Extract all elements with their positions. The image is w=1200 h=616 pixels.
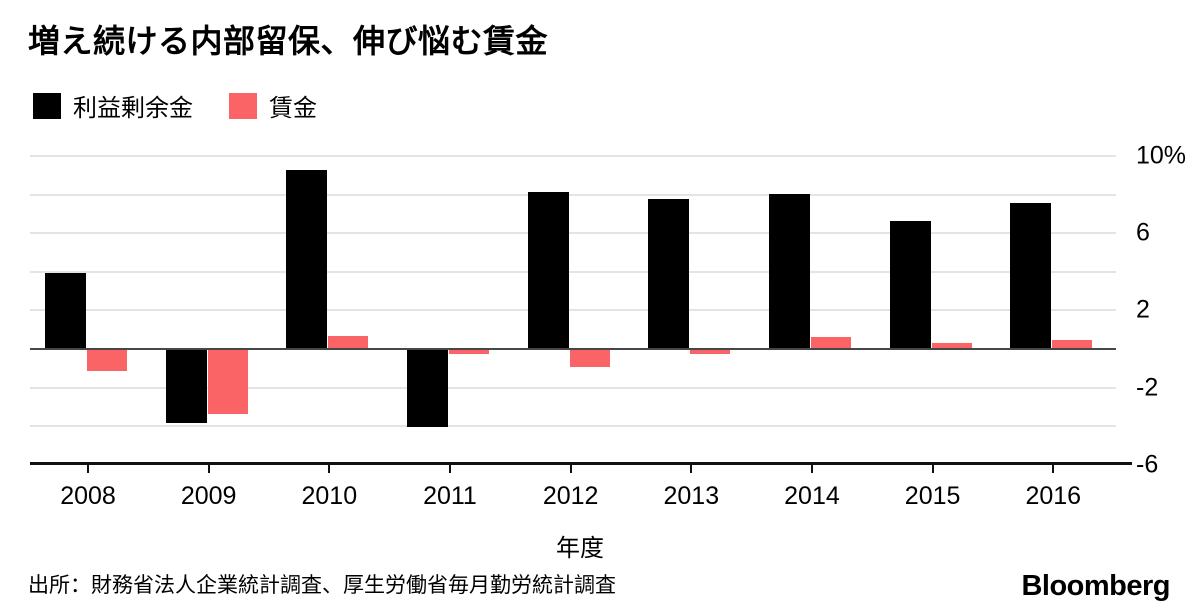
bar-wages (207, 350, 248, 414)
y-tick-label: 6 (1136, 218, 1150, 247)
legend: 利益剰余金 賃金 (33, 88, 317, 123)
axis-tick (1052, 462, 1055, 473)
legend-item-wages: 賃金 (229, 88, 317, 123)
source-note: 出所：財務省法人企業統計調査、厚生労働省毎月勤労統計調査 (28, 574, 616, 597)
gridline (30, 309, 1116, 312)
bar-retained-earnings (406, 350, 448, 428)
bar-retained-earnings (889, 220, 931, 348)
axis-tick (931, 462, 934, 473)
bar-retained-earnings (45, 272, 86, 348)
gridline (30, 232, 1116, 235)
retained-earnings-swatch-icon (33, 92, 61, 119)
bar-retained-earnings (286, 170, 328, 348)
x-tick-label: 2011 (423, 482, 477, 510)
bar-retained-earnings (165, 350, 207, 424)
bloomberg-logo: Bloomberg (1021, 570, 1170, 602)
x-axis-line (30, 462, 1132, 465)
axis-tick (87, 462, 89, 473)
y-tick-label: 2 (1136, 295, 1150, 324)
wages-swatch-icon (229, 92, 257, 119)
bar-wages (690, 350, 731, 354)
x-tick-label: 2013 (663, 482, 720, 510)
x-tick-label: 2014 (784, 482, 840, 510)
gridline (30, 155, 1116, 157)
x-tick-label: 2012 (542, 482, 599, 510)
x-tick-label: 2015 (904, 482, 961, 510)
axis-tick (207, 462, 210, 473)
bar-retained-earnings (527, 191, 569, 348)
bar-wages (87, 350, 127, 372)
y-tick-label: -6 (1136, 450, 1159, 479)
gridline (30, 425, 1116, 428)
gridline (30, 270, 1116, 273)
legend-label: 利益剰余金 (73, 95, 193, 122)
x-tick-label: 2009 (180, 482, 237, 510)
zero-line (30, 348, 1116, 350)
bar-wages (931, 343, 972, 348)
bar-retained-earnings (648, 199, 690, 348)
bar-retained-earnings (1010, 203, 1052, 348)
y-tick-label: 10% (1136, 141, 1187, 170)
bar-retained-earnings (768, 193, 810, 348)
axis-tick (810, 462, 813, 473)
bar-wages (810, 337, 851, 348)
gridline (30, 386, 1116, 389)
gridline (30, 193, 1116, 196)
x-axis-title: 年度 (556, 535, 604, 562)
bar-wages (328, 336, 369, 348)
x-tick-label: 2016 (1025, 482, 1082, 510)
chart-title: 増え続ける内部留保、伸び悩む賃金 (28, 23, 549, 59)
bar-wages (1052, 340, 1093, 348)
bar-wages (448, 350, 489, 354)
legend-item-retained-earnings: 利益剰余金 (33, 88, 193, 123)
axis-tick (569, 462, 572, 473)
y-tick-label: -2 (1136, 373, 1159, 402)
axis-tick (690, 462, 693, 473)
bar-wages (569, 350, 610, 368)
x-tick-label: 2010 (301, 482, 358, 510)
x-tick-label: 2008 (60, 482, 116, 510)
legend-label: 賃金 (269, 95, 317, 122)
axis-tick (328, 462, 331, 473)
axis-tick (448, 462, 451, 473)
